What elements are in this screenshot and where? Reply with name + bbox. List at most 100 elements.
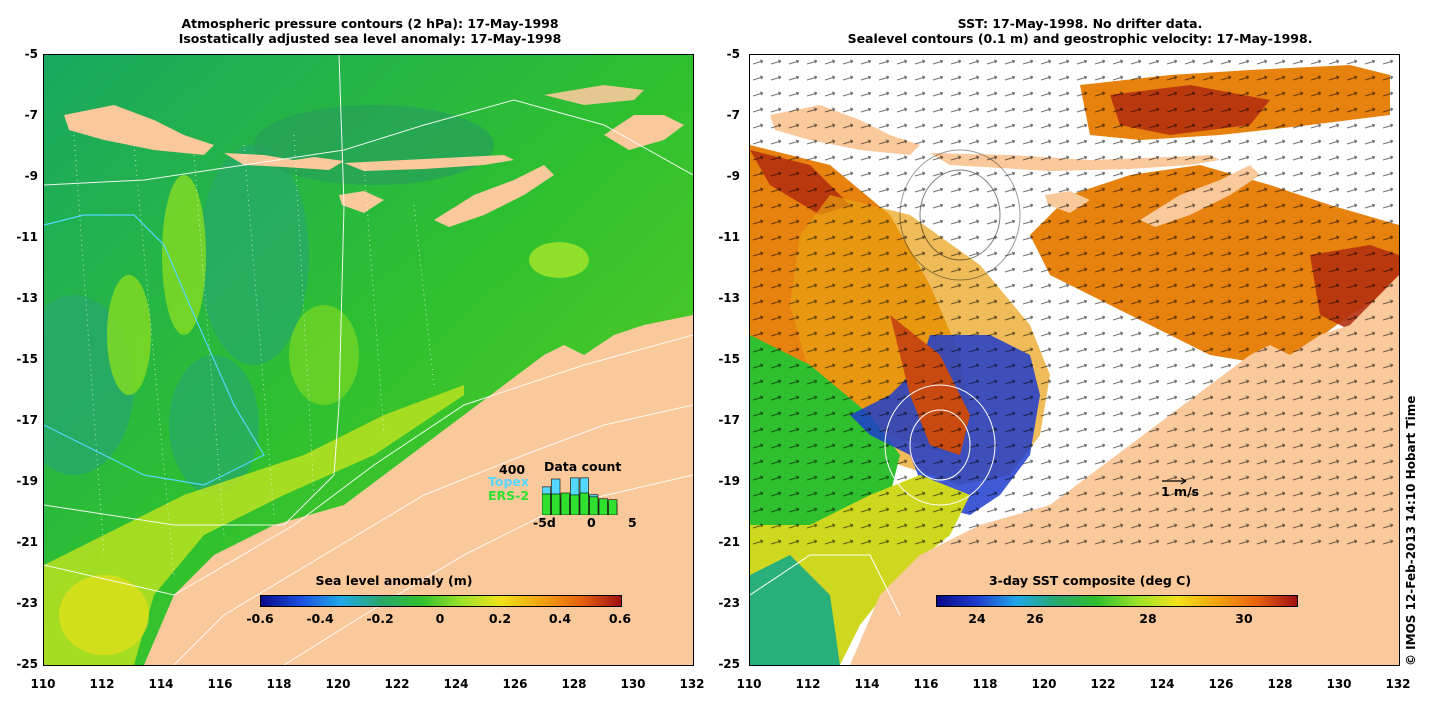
left-ytick: -13 — [16, 291, 38, 305]
datacount-tick-end: 5 — [628, 515, 637, 530]
sla-low-central — [199, 145, 309, 365]
velocity-scale-label: 1 m/s — [1161, 484, 1200, 499]
ers2-bar — [589, 496, 599, 515]
sla-high-4 — [289, 305, 359, 405]
right-xtick: 122 — [1090, 677, 1116, 691]
left-xtick: 126 — [502, 677, 528, 691]
right-xtick: 120 — [1031, 677, 1057, 691]
left-ytick: -25 — [16, 657, 38, 671]
right-title: SST: 17-May-1998. No drifter data. Seale… — [760, 16, 1400, 46]
datacount-tick-zero: 0 — [587, 515, 596, 530]
sla-high-1 — [162, 175, 206, 335]
left-colorbar — [260, 595, 622, 607]
left-cb-tick-5: 0.4 — [548, 611, 572, 626]
left-xtick: 130 — [620, 677, 646, 691]
sst-far-south-green — [750, 555, 840, 665]
ers2-bar — [551, 493, 561, 515]
left-ytick: -7 — [24, 108, 38, 122]
left-xtick: 132 — [679, 677, 705, 691]
bali-lombok — [224, 153, 344, 170]
north-islands — [604, 115, 684, 150]
right-ytick: -9 — [726, 169, 740, 183]
right-xtick: 130 — [1326, 677, 1352, 691]
right-ytick: -17 — [718, 413, 740, 427]
right-cb-tick-24: 24 — [968, 611, 986, 626]
velocity-scale-arrow — [1162, 477, 1187, 485]
left-xtick: 110 — [30, 677, 56, 691]
flores-island — [344, 155, 514, 171]
copyright-text: © IMOS 12-Feb-2013 14:10 Hobart Time — [1404, 395, 1418, 666]
right-ytick: -23 — [718, 596, 740, 610]
left-xtick: 112 — [89, 677, 115, 691]
left-ytick: -5 — [24, 47, 38, 61]
left-ytick: -9 — [24, 169, 38, 183]
right-ytick: -13 — [718, 291, 740, 305]
ers2-bar — [570, 494, 580, 515]
ers2-bar — [560, 492, 570, 515]
pressure-contours — [44, 55, 693, 665]
legend-topex: Topex — [488, 474, 529, 489]
right-ytick: -25 — [718, 657, 740, 671]
datacount-title: Data count — [544, 459, 622, 474]
satellite-tracks — [73, 134, 435, 576]
right-ytick: -21 — [718, 535, 740, 549]
left-cb-tick-3: 0 — [435, 611, 445, 626]
right-title-line1: SST: 17-May-1998. No drifter data. — [957, 16, 1203, 31]
sla-low-south — [169, 355, 259, 495]
right-colorbar — [936, 595, 1298, 607]
left-map-svg — [44, 55, 693, 665]
java-island — [64, 105, 214, 155]
right-xtick: 132 — [1385, 677, 1411, 691]
right-ytick: -11 — [718, 230, 740, 244]
left-ytick: -19 — [16, 474, 38, 488]
sumba-island — [339, 191, 384, 213]
ers2-bar — [579, 492, 589, 515]
legend-ers2: ERS-2 — [488, 488, 530, 503]
left-xtick: 122 — [384, 677, 410, 691]
sealevel-contours — [750, 149, 1021, 616]
right-cb-tick-28: 28 — [1139, 611, 1157, 626]
right-cb-tick-30: 30 — [1235, 611, 1253, 626]
left-cb-tick-6: 0.6 — [608, 611, 632, 626]
left-colorbar-label: Sea level anomaly (m) — [315, 573, 473, 588]
sla-high-2 — [107, 275, 151, 395]
right-xtick: 118 — [972, 677, 998, 691]
right-title-line2: Sealevel contours (0.1 m) and geostrophi… — [847, 31, 1313, 46]
datacount-tick-start: -5d — [533, 515, 556, 530]
right-xtick: 124 — [1149, 677, 1175, 691]
sla-high-3 — [529, 242, 589, 278]
left-title-line1: Atmospheric pressure contours (2 hPa): 1… — [181, 16, 559, 31]
left-cb-tick-0: -0.6 — [246, 611, 274, 626]
left-ytick: -23 — [16, 596, 38, 610]
ers2-bar — [598, 498, 608, 515]
right-xtick: 112 — [795, 677, 821, 691]
right-xtick: 128 — [1267, 677, 1293, 691]
left-xtick: 118 — [266, 677, 292, 691]
left-xtick: 120 — [325, 677, 351, 691]
left-ytick: -17 — [16, 413, 38, 427]
left-title-line2: Isostatically adjusted sea level anomaly… — [178, 31, 562, 46]
right-ytick: -15 — [718, 352, 740, 366]
datacount-bars — [542, 477, 618, 515]
right-cb-tick-26: 26 — [1026, 611, 1044, 626]
right-map-svg — [750, 55, 1399, 665]
right-ytick: -5 — [726, 47, 740, 61]
right-ytick: -19 — [718, 474, 740, 488]
left-cb-tick-1: -0.4 — [306, 611, 334, 626]
right-ytick: -7 — [726, 108, 740, 122]
left-xtick: 124 — [443, 677, 469, 691]
left-xtick: 128 — [561, 677, 587, 691]
australia-land — [144, 315, 693, 665]
right-xtick: 116 — [913, 677, 939, 691]
left-xtick: 114 — [148, 677, 174, 691]
left-map[interactable]: 400 Data count Topex ERS-2 -5d 0 5 Sea l… — [43, 54, 694, 666]
left-cb-tick-4: 0.2 — [488, 611, 512, 626]
left-ytick: -11 — [16, 230, 38, 244]
sla-low-north — [254, 105, 494, 185]
left-xtick: 116 — [207, 677, 233, 691]
right-colorbar-label: 3-day SST composite (deg C) — [988, 573, 1192, 588]
right-map[interactable]: 1 m/s 3-day SST composite (deg C) 24 26 … — [749, 54, 1400, 666]
north-islands-2 — [544, 85, 644, 105]
left-ytick: -21 — [16, 535, 38, 549]
sla-shelf-yellow — [44, 385, 464, 665]
